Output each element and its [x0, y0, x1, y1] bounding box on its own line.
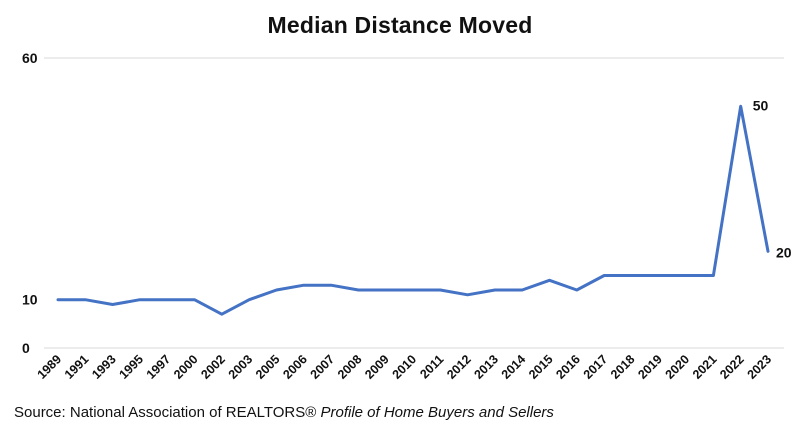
x-tick-label: 2019: [635, 352, 665, 382]
x-tick-label: 2006: [280, 352, 310, 382]
y-tick-label: 60: [22, 50, 38, 66]
y-tick-label: 0: [22, 340, 30, 356]
x-axis-ticks: 1989199119931995199720002002200320052006…: [35, 352, 775, 382]
data-labels: 10 50 20: [22, 97, 792, 307]
x-tick-label: 2020: [663, 352, 693, 382]
x-tick-label: 2000: [171, 352, 201, 382]
x-tick-label: 2014: [499, 352, 529, 382]
x-tick-label: 2015: [526, 352, 556, 382]
data-label: 20: [776, 244, 792, 260]
x-tick-label: 2003: [226, 352, 256, 382]
x-tick-label: 1995: [116, 352, 146, 382]
x-tick-label: 2005: [253, 352, 283, 382]
x-tick-label: 2011: [417, 352, 446, 381]
x-tick-label: 2012: [444, 352, 474, 382]
x-tick-label: 1997: [144, 352, 174, 382]
chart-title: Median Distance Moved: [267, 12, 533, 38]
source-note: Source: National Association of REALTORS…: [14, 404, 554, 421]
data-label: 50: [753, 97, 769, 113]
x-tick-label: 1989: [35, 352, 65, 382]
x-tick-label: 2022: [717, 352, 747, 382]
x-tick-label: 1993: [89, 352, 119, 382]
x-tick-label: 2009: [362, 352, 392, 382]
x-tick-label: 2018: [608, 352, 638, 382]
x-tick-label: 2023: [745, 352, 775, 382]
x-tick-label: 2013: [471, 352, 501, 382]
x-tick-label: 2017: [581, 352, 611, 382]
gridlines: [44, 57, 784, 349]
x-tick-label: 2010: [390, 352, 420, 382]
source-publication: Profile of Home Buyers and Sellers: [320, 404, 554, 421]
x-tick-label: 2016: [553, 352, 583, 382]
data-label: 10: [22, 292, 38, 308]
series-line: [56, 104, 770, 316]
x-tick-label: 1991: [62, 352, 92, 382]
x-tick-label: 2002: [198, 352, 228, 382]
x-tick-label: 2021: [690, 352, 720, 382]
source-prefix: Source: National Association of REALTORS…: [14, 404, 317, 421]
x-tick-label: 2008: [335, 352, 365, 382]
x-tick-label: 2007: [308, 352, 338, 382]
y-axis-ticks: 0 60: [22, 50, 38, 356]
